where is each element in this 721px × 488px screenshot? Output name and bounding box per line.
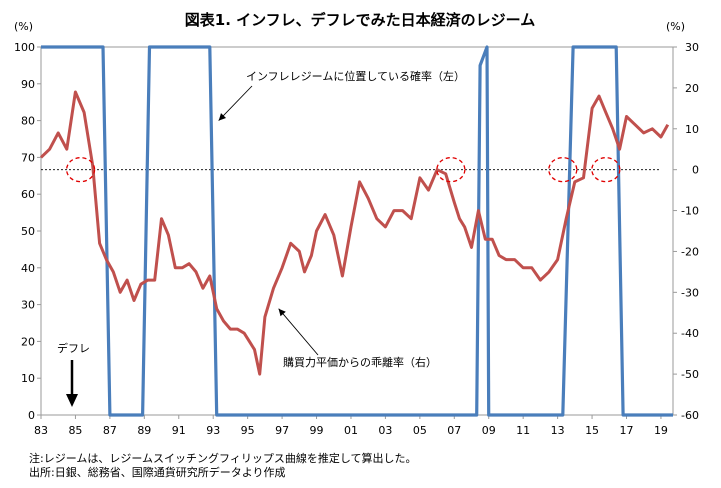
left-tick-label: 0 <box>28 409 35 422</box>
footnote: 注:レジームは、レジームスイッチングフィリップス曲線を推定して算出した。 <box>29 452 417 465</box>
right-tick-label: -30 <box>681 286 699 299</box>
x-tick-label: 95 <box>241 424 255 437</box>
right-axis-unit: (%) <box>666 20 685 33</box>
highlight-circle <box>436 157 466 183</box>
x-tick-label: 17 <box>620 424 634 437</box>
annotation-deflation-label: デフレ <box>57 341 90 355</box>
left-axis-unit: (%) <box>14 20 33 33</box>
deflation-arrow-head <box>66 394 78 407</box>
left-tick-label: 100 <box>14 41 35 54</box>
annotation-ppp-arrowhead <box>278 308 286 317</box>
right-tick-label: -10 <box>681 205 699 218</box>
x-tick-label: 09 <box>482 424 496 437</box>
left-tick-label: 30 <box>21 299 35 312</box>
series-line-ppp-deviation <box>39 90 670 376</box>
right-tick-label: 30 <box>685 41 699 54</box>
left-tick-label: 40 <box>21 262 35 275</box>
annotation-ppp-label: 購買力平価からの乖離率（右） <box>283 355 437 369</box>
x-tick-label: 83 <box>34 424 48 437</box>
highlight-circle <box>591 157 621 183</box>
left-axis: 0 10 20 30 40 50 60 70 80 90 100 <box>14 41 41 422</box>
x-tick-label: 93 <box>206 424 220 437</box>
x-tick-label: 03 <box>378 424 392 437</box>
x-tick-label: 97 <box>275 424 289 437</box>
right-tick-label: 20 <box>685 82 699 95</box>
left-tick-label: 90 <box>21 78 35 91</box>
left-tick-label: 20 <box>21 335 35 348</box>
annotation-inflation-arrowhead <box>218 113 226 121</box>
x-tick-label: 19 <box>654 424 668 437</box>
left-tick-label: 70 <box>21 151 35 164</box>
left-tick-label: 60 <box>21 188 35 201</box>
x-tick-label: 91 <box>172 424 186 437</box>
right-tick-label: -20 <box>681 245 699 258</box>
x-tick-label: 11 <box>516 424 530 437</box>
x-tick-label: 07 <box>447 424 461 437</box>
left-tick-label: 50 <box>21 225 35 238</box>
right-tick-label: -50 <box>681 368 699 381</box>
left-tick-label: 80 <box>21 115 35 128</box>
x-tick-label: 99 <box>310 424 324 437</box>
source-note: 出所:日銀、総務省、国際通貨研究所データより作成 <box>29 466 286 479</box>
x-tick-label: 85 <box>68 424 82 437</box>
annotation-inflation-arrow <box>218 85 253 121</box>
x-tick-label: 87 <box>103 424 117 437</box>
x-axis: 83 85 87 89 91 93 95 97 99 01 03 05 07 09 11 13 15 17 19 <box>34 415 668 437</box>
x-tick-label: 05 <box>413 424 427 437</box>
annotation-ppp-arrow <box>278 308 319 356</box>
x-tick-label: 15 <box>585 424 599 437</box>
x-tick-label: 89 <box>137 424 151 437</box>
right-tick-label: 0 <box>692 164 699 177</box>
right-tick-label: -40 <box>681 327 699 340</box>
highlight-circle <box>548 157 578 183</box>
x-tick-label: 01 <box>344 424 358 437</box>
right-tick-label: 10 <box>685 123 699 136</box>
left-tick-label: 10 <box>21 372 35 385</box>
chart-title: 図表1. インフレ、デフレでみた日本経済のレジーム <box>185 11 535 29</box>
right-tick-label: -60 <box>681 409 699 422</box>
chart: 図表1. インフレ、デフレでみた日本経済のレジーム (%) (%) 010203… <box>14 11 699 437</box>
right-axis: -60 -50 -40 -30 -20 -10 0 10 20 30 <box>673 41 699 422</box>
x-tick-label: 13 <box>551 424 565 437</box>
highlight-markers <box>65 157 621 183</box>
annotation-inflation-label: インフレレジームに位置している確率（左） <box>246 69 465 83</box>
series-line-inflation-probability <box>41 45 673 417</box>
highlight-circle <box>65 157 96 183</box>
